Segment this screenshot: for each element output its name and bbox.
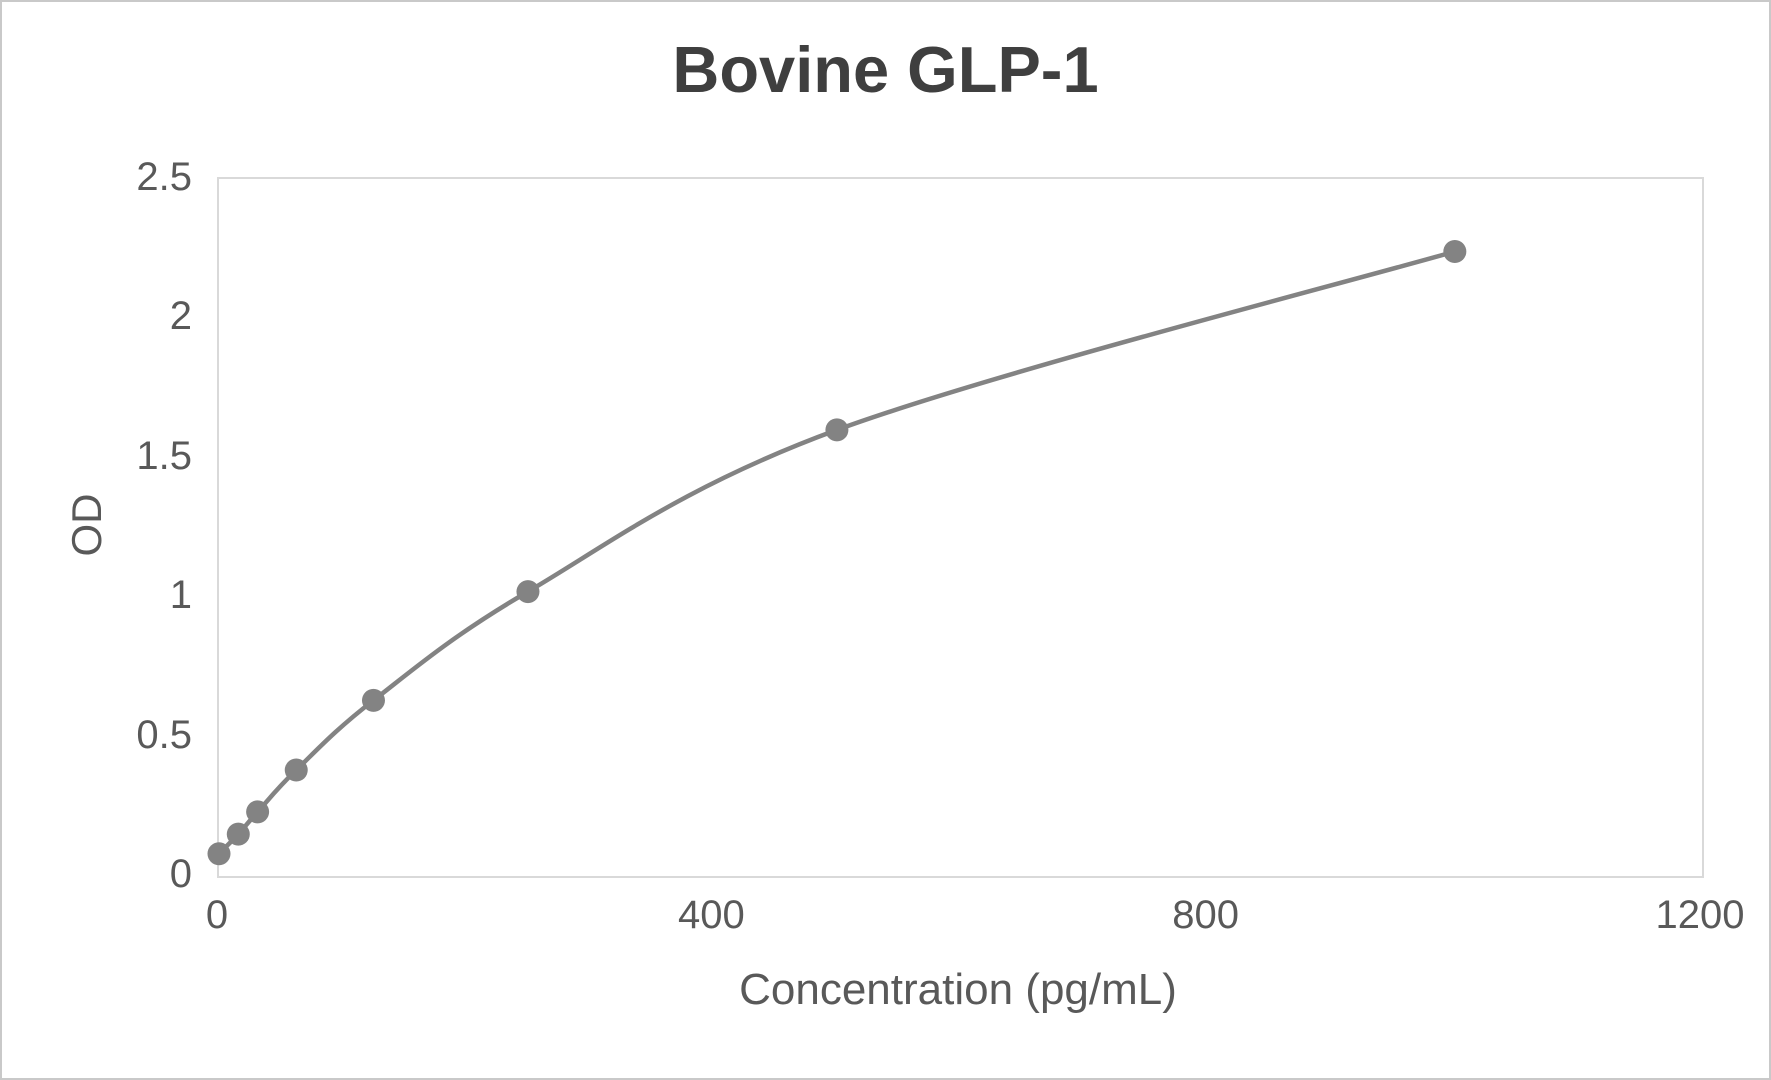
data-point-marker <box>1443 239 1467 263</box>
series-curve <box>207 239 1467 866</box>
chart-title: Bovine GLP-1 <box>672 33 1099 106</box>
data-point-marker <box>361 688 385 712</box>
x-tick-label: 800 <box>1172 893 1240 937</box>
x-tick-label: 400 <box>677 893 745 937</box>
y-tick-label: 1.5 <box>136 433 192 478</box>
data-point-marker <box>207 842 231 866</box>
data-point-marker <box>284 758 308 782</box>
data-point-marker <box>516 580 540 604</box>
y-tick-label: 2.5 <box>136 155 192 199</box>
y-tick-label: 2 <box>169 294 192 339</box>
x-tick-label: 0 <box>205 893 229 937</box>
series-line <box>216 249 1458 856</box>
data-point-marker <box>825 418 849 442</box>
x-axis-title: Concentration (pg/mL) <box>739 965 1177 1014</box>
x-tick-label: 1200 <box>1655 893 1745 937</box>
data-point-marker <box>226 822 250 846</box>
plot-area <box>207 177 1704 878</box>
y-tick-label: 0.5 <box>136 712 192 757</box>
y-tick-label: 0 <box>169 852 192 896</box>
y-axis-title: OD <box>63 493 110 557</box>
data-point-marker <box>246 800 270 824</box>
y-tick-label: 1 <box>169 573 192 618</box>
